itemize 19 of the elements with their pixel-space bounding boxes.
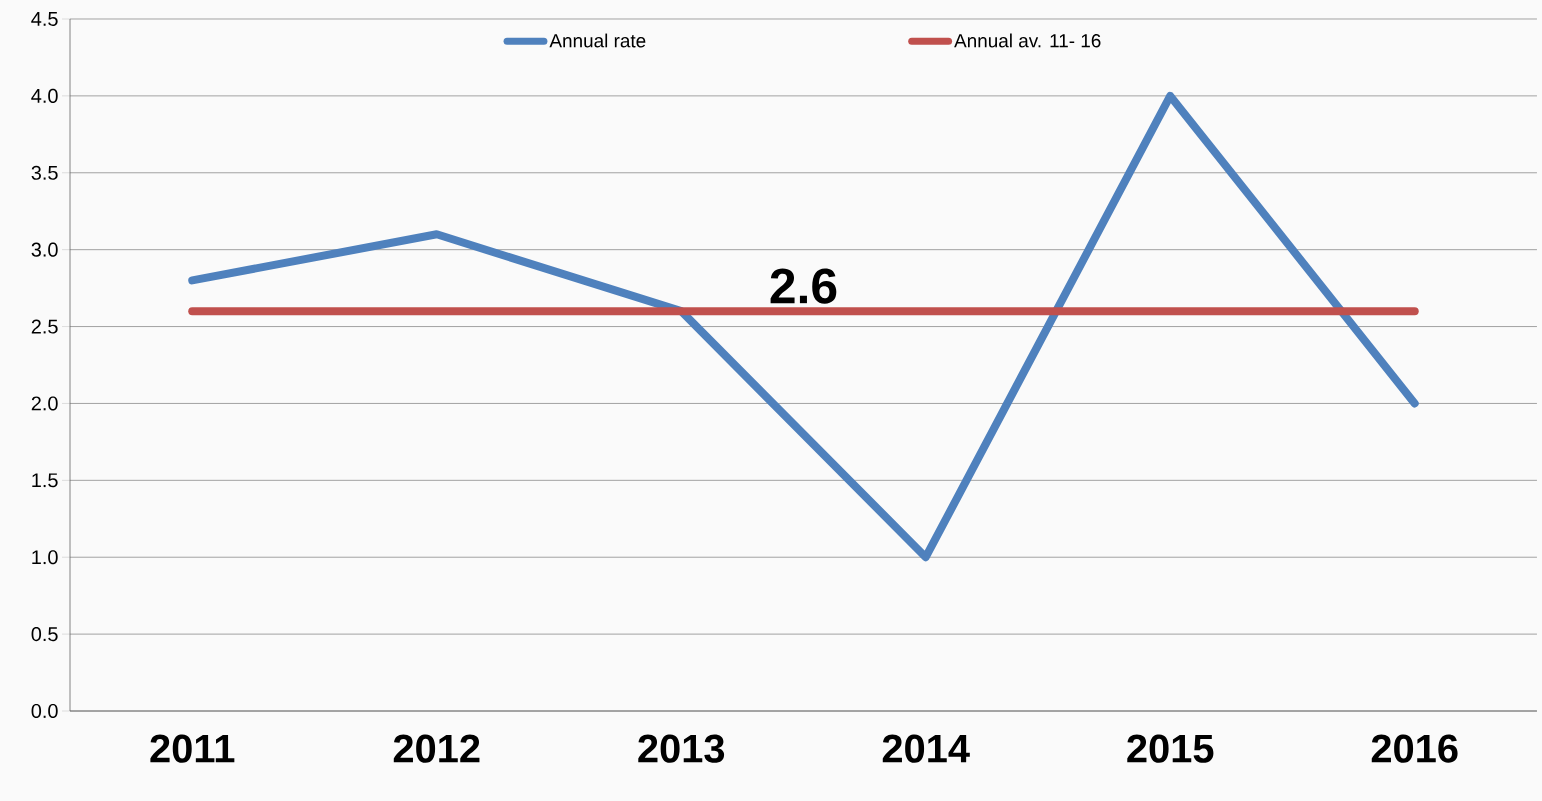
y-tick-label: 4.0 [31,88,58,103]
legend-label: Annual rate [549,33,646,48]
y-tick-label: 3.5 [31,165,58,180]
x-tick-label: 2015 [1127,734,1214,763]
y-tick-label: 1.0 [32,550,58,565]
x-tick-label: 2012 [393,734,480,763]
legend-label: Annual av. 11- 16 [954,33,1101,48]
x-tick-label: 2013 [638,734,725,763]
annotation: 2.6 [770,268,837,304]
x-tick-label: 2014 [882,734,970,763]
y-tick-label: 0.0 [31,703,58,719]
y-tick-label: 2.0 [31,396,58,411]
y-tick-label: 3.0 [31,242,58,257]
y-tick-label: 0.5 [31,627,58,642]
x-tick-label: 2016 [1371,734,1458,763]
y-tick-label: 1.5 [32,473,58,488]
x-tick-label: 2011 [150,734,235,763]
y-tick-label: 2.5 [31,319,58,334]
y-tick-label: 4.5 [31,12,58,26]
